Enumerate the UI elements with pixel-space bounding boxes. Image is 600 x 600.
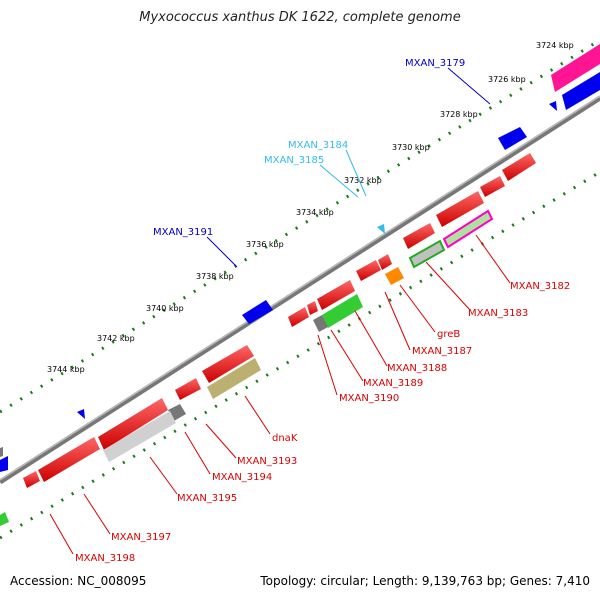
gene-label: MXAN_3183 xyxy=(468,308,528,319)
accession-label: Accession: NC_008095 xyxy=(10,574,147,588)
gene-label: MXAN_3189 xyxy=(363,378,423,389)
gene-block xyxy=(242,300,273,324)
gene-label: dnaK xyxy=(272,433,298,444)
tick-label: 3742 kbp xyxy=(97,334,135,343)
gene-block xyxy=(313,315,328,332)
gene-label: MXAN_3194 xyxy=(212,472,272,483)
gene-block xyxy=(322,294,363,328)
gene-label: MXAN_3188 xyxy=(387,363,447,374)
gene-marker xyxy=(77,409,85,419)
gene-block xyxy=(0,447,3,457)
gene-label: MXAN_3195 xyxy=(177,493,237,504)
genome-stats-label: Topology: circular; Length: 9,139,763 bp… xyxy=(260,574,590,588)
gene-marker xyxy=(377,224,385,234)
gene-labels: MXAN_3179 MXAN_3184 MXAN_3185 MXAN_3191 … xyxy=(75,58,570,564)
gene-block xyxy=(403,223,435,249)
gene-label: MXAN_3193 xyxy=(237,456,297,467)
gene-block xyxy=(103,411,176,462)
gene-label: MXAN_3197 xyxy=(111,532,171,543)
tick-label: 3734 kbp xyxy=(296,208,334,217)
tick-label: 3724 kbp xyxy=(536,41,574,50)
gene-block xyxy=(356,260,381,281)
reverse-genes xyxy=(0,153,536,526)
gene-block xyxy=(175,378,201,400)
gene-block xyxy=(0,456,8,472)
outer-tick-track xyxy=(0,38,600,414)
gene-block xyxy=(378,254,392,270)
gene-label: greB xyxy=(437,329,460,340)
gene-block xyxy=(0,512,9,526)
gene-block xyxy=(551,44,600,92)
gene-block xyxy=(98,398,168,450)
gene-block xyxy=(442,209,494,249)
inner-tick-track xyxy=(0,170,600,540)
leader-lines xyxy=(49,67,511,555)
gene-label: MXAN_3185 xyxy=(264,155,324,166)
tick-label: 3738 kbp xyxy=(196,272,234,281)
gene-block xyxy=(202,345,254,383)
gene-block xyxy=(562,72,600,110)
gene-block xyxy=(307,301,318,315)
gene-block xyxy=(498,127,527,150)
tick-label: 3744 kbp xyxy=(47,365,85,374)
gene-marker xyxy=(549,101,557,111)
gene-label: MXAN_3198 xyxy=(75,553,135,564)
gene-block xyxy=(385,267,404,285)
gene-block xyxy=(23,471,40,488)
genome-backbone xyxy=(0,95,600,485)
gene-label: MXAN_3179 xyxy=(405,58,465,69)
gene-label: MXAN_3184 xyxy=(288,140,348,151)
gene-block xyxy=(38,437,100,482)
gene-block xyxy=(480,176,505,197)
tick-label: 3736 kbp xyxy=(246,240,284,249)
tick-label: 3730 kbp xyxy=(392,143,430,152)
tick-labels: 3724 kbp 3726 kbp 3728 kbp 3730 kbp 3732… xyxy=(47,41,574,374)
gene-label: MXAN_3182 xyxy=(510,281,570,292)
gene-block xyxy=(317,280,355,310)
gene-block xyxy=(436,191,484,227)
tick-label: 3732 kbp xyxy=(344,176,382,185)
figure-title: Myxococcus xanthus DK 1622, complete gen… xyxy=(139,10,461,25)
gene-block xyxy=(502,153,536,181)
gene-label: MXAN_3190 xyxy=(339,393,399,404)
gene-block xyxy=(207,358,261,399)
tick-label: 3740 kbp xyxy=(146,304,184,313)
gene-label: MXAN_3191 xyxy=(153,227,213,238)
gene-block xyxy=(408,239,446,269)
tick-label: 3728 kbp xyxy=(440,110,478,119)
gene-block xyxy=(288,307,309,327)
gene-label: MXAN_3187 xyxy=(412,346,472,357)
forward-genes xyxy=(0,44,600,472)
tick-label: 3726 kbp xyxy=(488,75,526,84)
